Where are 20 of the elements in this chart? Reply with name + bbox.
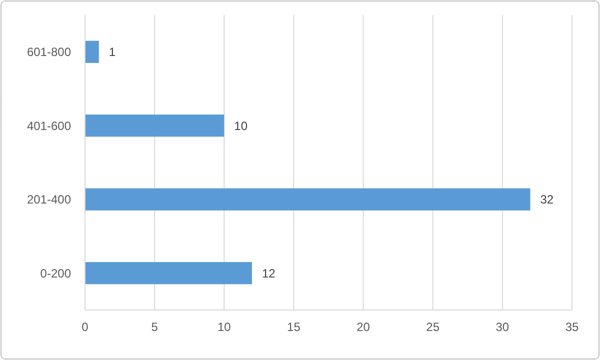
x-tick-label: 10: [217, 320, 232, 334]
data-label: 32: [540, 192, 554, 207]
x-tick-label: 0: [82, 320, 89, 334]
x-tick-label: 25: [426, 320, 440, 334]
x-tick-label: 30: [496, 320, 510, 334]
bar: [85, 188, 530, 210]
y-tick-label: 401-600: [26, 118, 72, 133]
data-label: 12: [262, 266, 276, 280]
y-tick-label: 0-200: [40, 266, 72, 280]
x-tick-label: 35: [565, 320, 579, 334]
y-tick-label: 201-400: [26, 192, 72, 207]
x-tick-label: 5: [151, 320, 158, 334]
bar: [85, 262, 252, 284]
data-label: 1: [108, 45, 116, 60]
x-tick-label: 20: [356, 320, 370, 334]
data-label: 10: [234, 118, 248, 133]
y-tick-label: 601-800: [26, 45, 72, 60]
bar: [85, 114, 224, 137]
x-tick-label: 15: [287, 320, 301, 334]
bar: [85, 40, 99, 63]
